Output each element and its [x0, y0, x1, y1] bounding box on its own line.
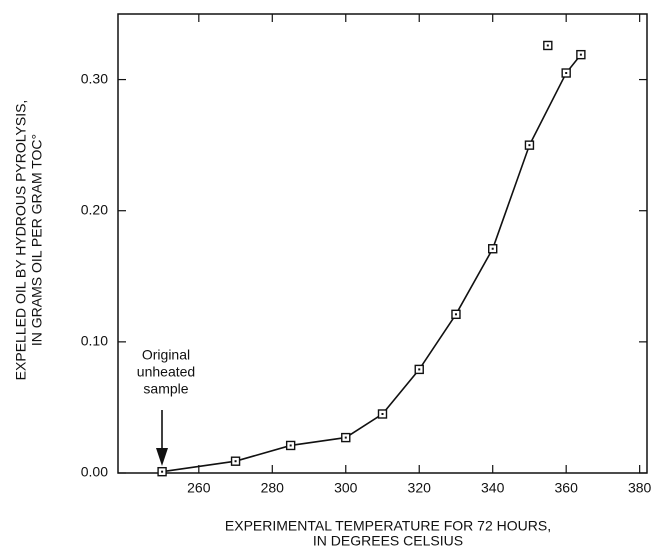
data-point-dot: [546, 44, 549, 47]
x-tick-label: 380: [628, 480, 652, 496]
y-axis-label: IN GRAMS OIL PER GRAM TOC°: [29, 134, 45, 346]
data-point-dot: [528, 144, 531, 147]
annotation-arrowhead: [156, 448, 168, 466]
data-point-dot: [344, 436, 347, 439]
y-tick-label: 0.20: [81, 201, 108, 217]
y-axis-label: EXPELLED OIL BY HYDROUS PYROLYSIS,: [13, 100, 29, 381]
y-tick-label: 0.30: [81, 70, 108, 86]
annotation: unheated: [137, 364, 195, 380]
x-tick-label: 360: [555, 480, 579, 496]
data-point-dot: [454, 313, 457, 316]
data-point-dot: [289, 444, 292, 447]
x-axis-label: EXPERIMENTAL TEMPERATURE FOR 72 HOURS,: [225, 518, 551, 534]
annotation: sample: [143, 381, 188, 397]
data-point-dot: [234, 460, 237, 463]
x-tick-label: 320: [408, 480, 432, 496]
data-point-dot: [491, 247, 494, 250]
data-line: [161, 54, 582, 473]
plot-frame: [117, 13, 648, 474]
annotation: Original: [142, 347, 190, 363]
data-point-dot: [381, 412, 384, 415]
x-tick-label: 300: [334, 480, 358, 496]
x-axis-label: IN DEGREES CELSIUS: [313, 533, 463, 549]
data-point-dot: [418, 368, 421, 371]
data-point-dot: [579, 53, 582, 56]
x-tick-label: 280: [261, 480, 285, 496]
x-tick-label: 340: [481, 480, 505, 496]
x-tick-label: 260: [187, 480, 211, 496]
data-point-dot: [161, 470, 164, 473]
y-tick-label: 0.10: [81, 333, 108, 349]
y-tick-label: 0.00: [81, 464, 108, 480]
data-point-dot: [565, 72, 568, 75]
